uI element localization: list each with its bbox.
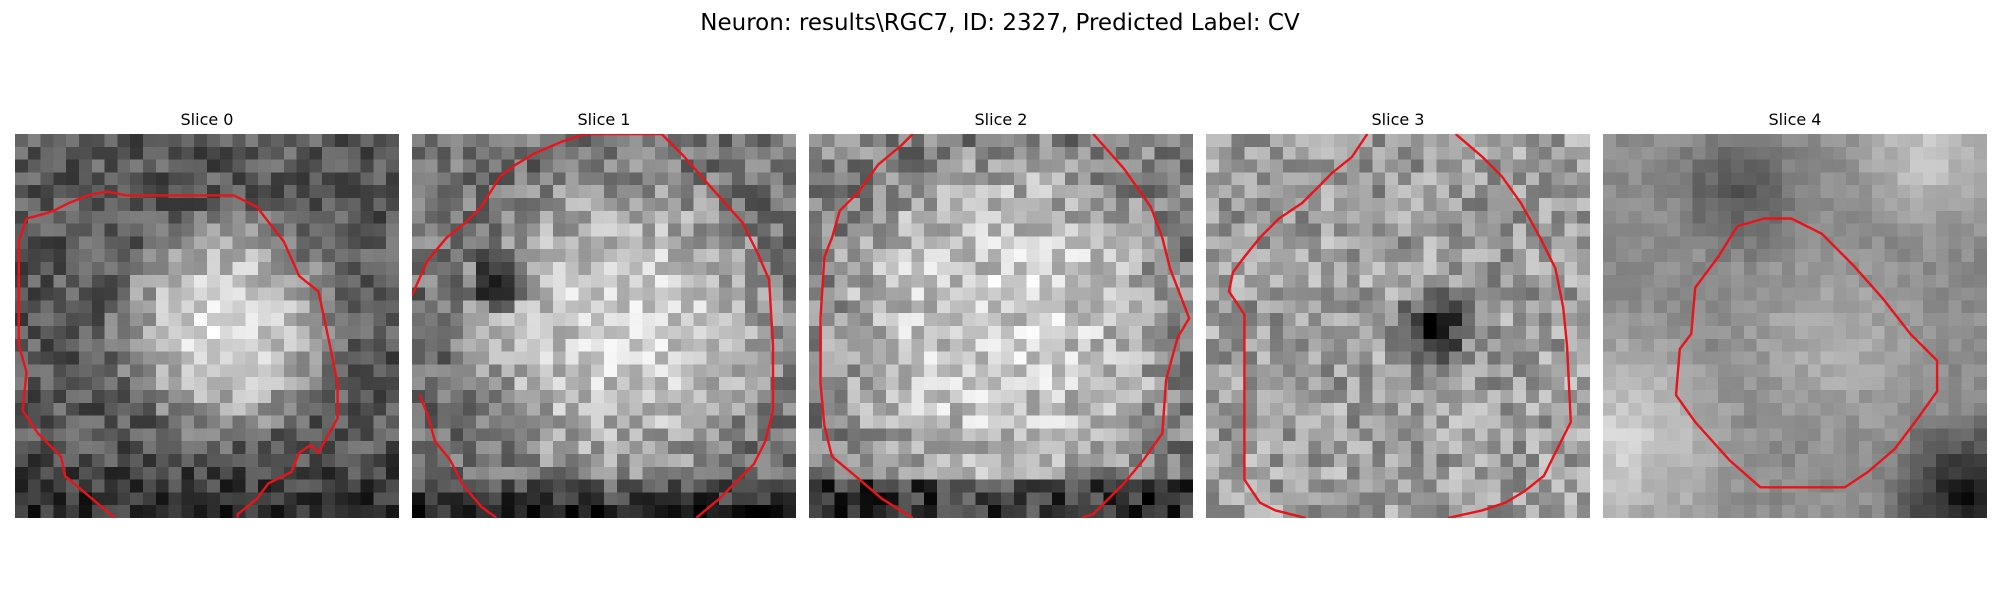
contour-overlay-2	[819, 134, 1191, 518]
contour-overlay-0	[17, 190, 339, 518]
contour-overlay-4	[1674, 217, 1939, 489]
contour-overlay-3	[1227, 134, 1572, 518]
slice-title-2: Slice 2	[974, 110, 1028, 129]
slice-image-3	[1206, 134, 1590, 518]
cell-contour-line-secondary	[418, 394, 498, 518]
slice-image-2	[809, 134, 1193, 518]
cell-contour-line	[17, 190, 339, 518]
contour-overlay-1	[412, 134, 775, 518]
figure-title: Neuron: results\RGC7, ID: 2327, Predicte…	[700, 10, 1300, 36]
cell-contour-line-secondary	[1081, 134, 1191, 518]
slice-image-1	[412, 134, 796, 518]
cell-contour-line	[412, 134, 775, 518]
cell-contour-line	[819, 134, 914, 518]
cell-contour-line	[1227, 134, 1369, 518]
slice-title-1: Slice 1	[577, 110, 631, 129]
slice-title-4: Slice 4	[1768, 110, 1822, 129]
cell-contour-line	[1674, 217, 1939, 489]
cell-contour-line-secondary	[1447, 134, 1572, 518]
slice-title-3: Slice 3	[1371, 110, 1425, 129]
slice-title-0: Slice 0	[180, 110, 234, 129]
slice-image-4	[1603, 134, 1987, 518]
